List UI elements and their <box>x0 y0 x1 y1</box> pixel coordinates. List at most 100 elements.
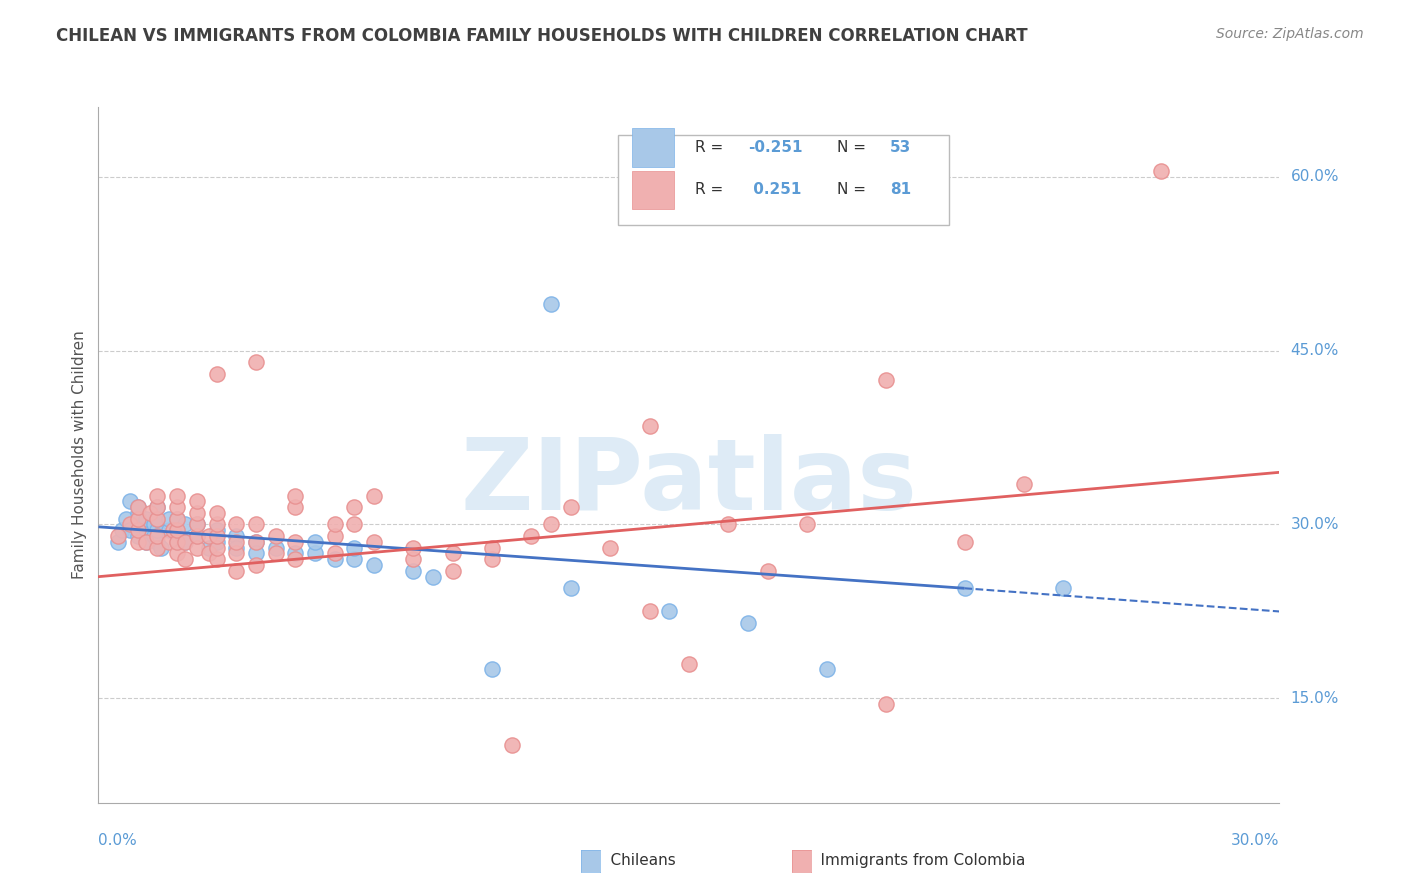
Point <box>402 552 425 566</box>
Point <box>146 512 169 526</box>
Point <box>146 512 169 526</box>
Point <box>225 564 247 578</box>
Point <box>304 535 326 549</box>
Point <box>186 494 208 508</box>
Point <box>174 517 197 532</box>
Point <box>245 558 267 573</box>
Point <box>796 517 818 532</box>
Point <box>166 512 188 526</box>
Point <box>658 605 681 619</box>
Point <box>402 541 425 555</box>
Point <box>118 494 141 508</box>
Point <box>343 552 366 566</box>
Point <box>875 373 897 387</box>
Point <box>245 355 267 369</box>
Point <box>599 541 621 555</box>
Point <box>146 523 169 537</box>
Point <box>501 738 523 752</box>
Point <box>284 552 307 566</box>
Point <box>135 523 157 537</box>
Text: 45.0%: 45.0% <box>1291 343 1339 358</box>
Point <box>157 535 180 549</box>
Point <box>737 615 759 630</box>
Point <box>186 541 208 555</box>
Point <box>205 517 228 532</box>
Point <box>638 419 661 434</box>
Point <box>142 517 165 532</box>
Text: -0.251: -0.251 <box>748 140 803 155</box>
Point <box>402 564 425 578</box>
Point <box>127 529 149 543</box>
Point <box>166 535 188 549</box>
Point <box>174 535 197 549</box>
Point <box>205 535 228 549</box>
Point <box>174 535 197 549</box>
Point <box>422 570 444 584</box>
Point <box>481 552 503 566</box>
Point <box>560 500 582 514</box>
Point <box>225 529 247 543</box>
Point <box>815 662 838 677</box>
Point <box>146 541 169 555</box>
Text: 0.0%: 0.0% <box>98 833 138 848</box>
Point <box>162 523 184 537</box>
Point <box>284 535 307 549</box>
Point <box>343 541 366 555</box>
Point <box>118 517 141 532</box>
Point <box>166 535 188 549</box>
Point <box>146 500 169 514</box>
Point <box>264 529 287 543</box>
FancyBboxPatch shape <box>633 128 673 167</box>
Point <box>186 517 208 532</box>
Point <box>225 541 247 555</box>
Point <box>186 506 208 520</box>
Point <box>157 512 180 526</box>
Point <box>205 552 228 566</box>
FancyBboxPatch shape <box>619 135 949 226</box>
Point <box>127 517 149 532</box>
Point <box>520 529 543 543</box>
Point <box>304 546 326 561</box>
Text: 0.251: 0.251 <box>748 182 801 197</box>
Point <box>363 489 385 503</box>
Point <box>146 529 169 543</box>
Point <box>560 582 582 596</box>
Point <box>323 552 346 566</box>
Point <box>186 529 208 543</box>
Point <box>135 535 157 549</box>
Point <box>107 535 129 549</box>
Point <box>481 541 503 555</box>
Point <box>205 529 228 543</box>
Point <box>142 529 165 543</box>
Point <box>186 529 208 543</box>
Point <box>205 506 228 520</box>
Point <box>166 523 188 537</box>
Point <box>481 662 503 677</box>
Y-axis label: Family Households with Children: Family Households with Children <box>72 331 87 579</box>
Text: R =: R = <box>695 140 728 155</box>
Text: N =: N = <box>837 182 870 197</box>
Point <box>197 529 219 543</box>
Point <box>166 523 188 537</box>
Point <box>166 512 188 526</box>
Point <box>127 506 149 520</box>
Text: Chileans: Chileans <box>591 854 675 868</box>
Point <box>225 546 247 561</box>
Point <box>115 512 138 526</box>
Point <box>441 564 464 578</box>
Point <box>540 297 562 311</box>
Point <box>363 535 385 549</box>
Point <box>107 529 129 543</box>
Point <box>1052 582 1074 596</box>
Text: N =: N = <box>837 140 870 155</box>
Point <box>127 500 149 514</box>
Point <box>127 523 149 537</box>
Point <box>166 546 188 561</box>
Point <box>284 489 307 503</box>
Point <box>245 535 267 549</box>
Text: CHILEAN VS IMMIGRANTS FROM COLOMBIA FAMILY HOUSEHOLDS WITH CHILDREN CORRELATION : CHILEAN VS IMMIGRANTS FROM COLOMBIA FAMI… <box>56 27 1028 45</box>
Point <box>127 500 149 514</box>
Point <box>284 546 307 561</box>
Point <box>264 541 287 555</box>
Point <box>225 517 247 532</box>
